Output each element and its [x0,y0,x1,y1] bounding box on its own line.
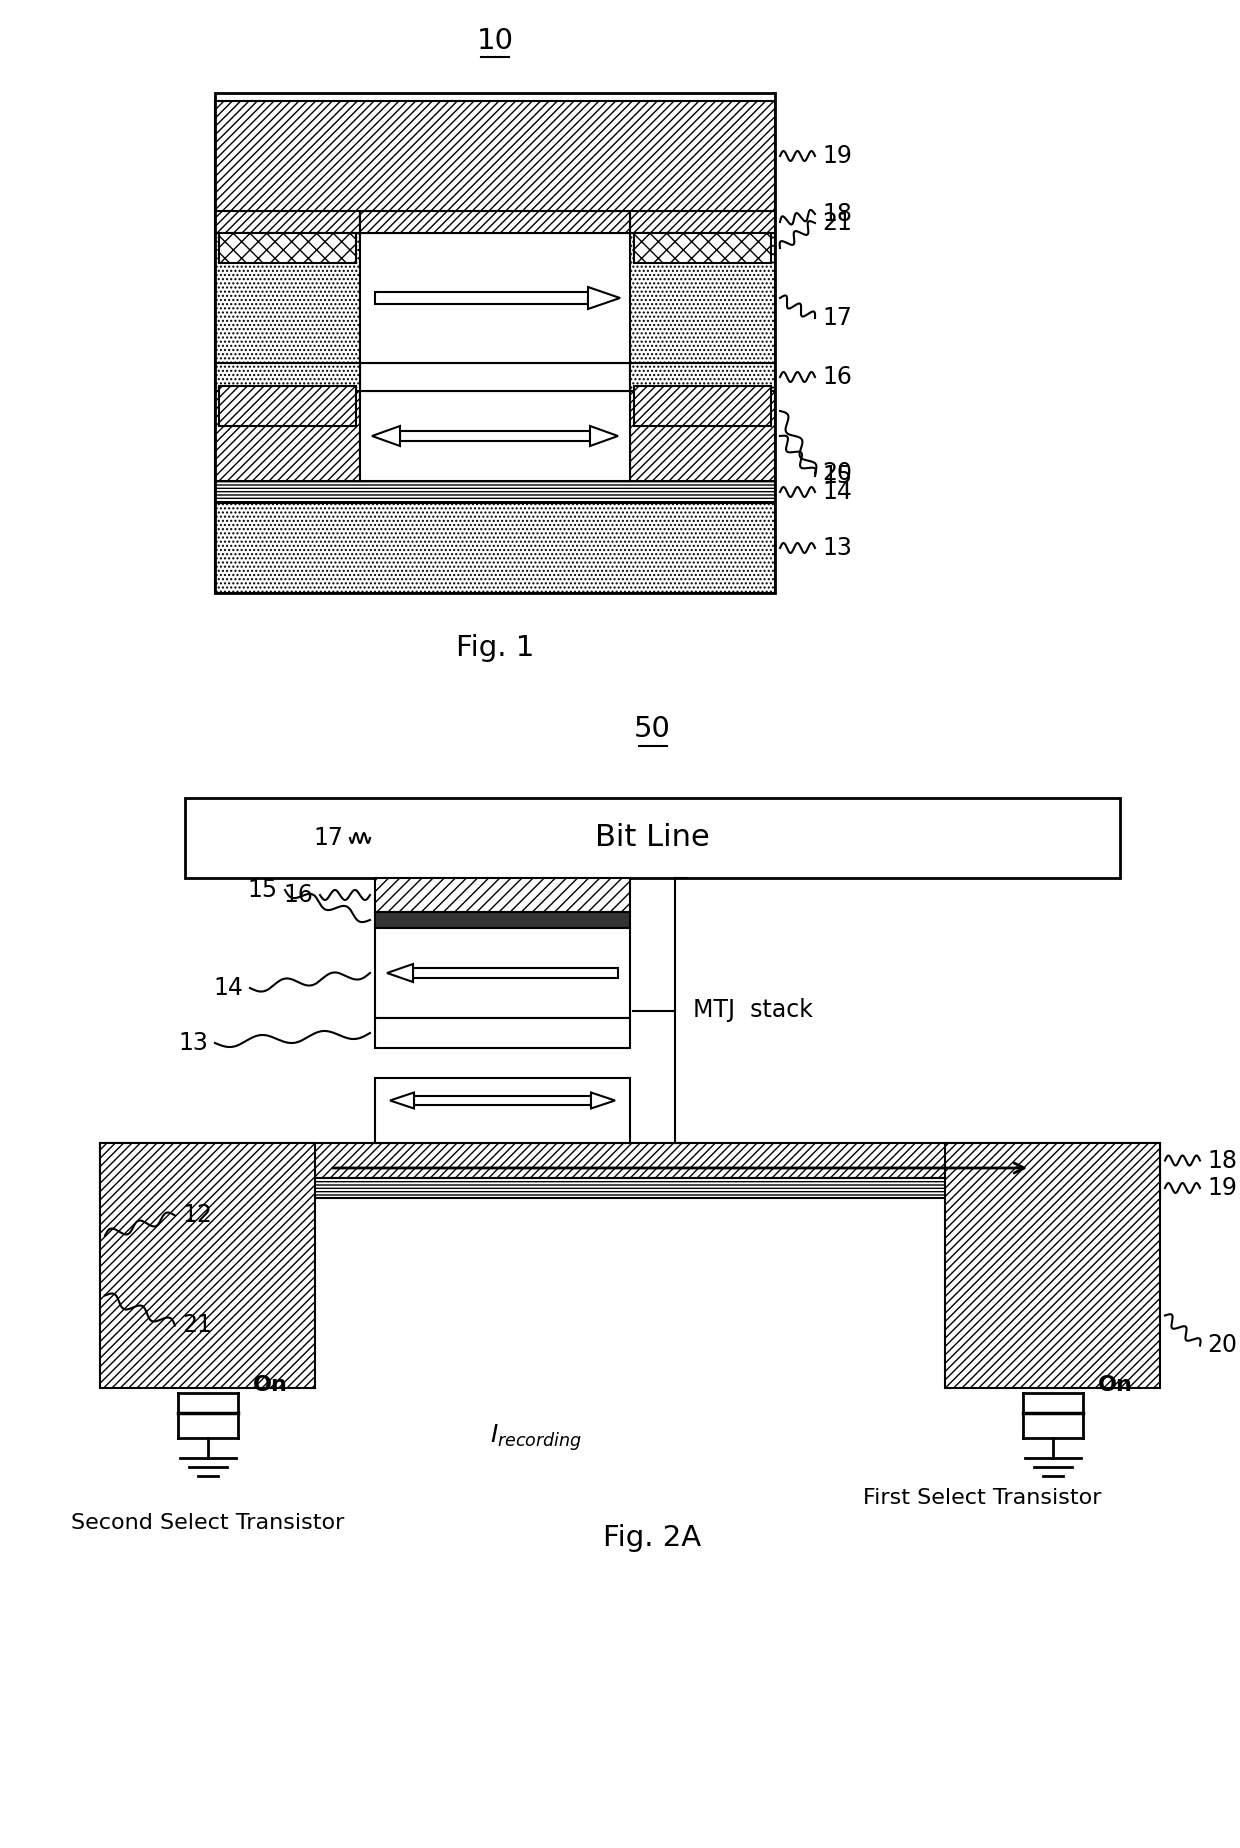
Text: 13: 13 [822,536,852,560]
Text: 18: 18 [822,201,852,225]
Text: Fig. 1: Fig. 1 [456,634,534,662]
Bar [215,233,360,362]
Bar [360,392,630,480]
Text: 50: 50 [634,715,671,743]
Text: 17: 17 [314,826,343,850]
Text: On: On [1097,1375,1132,1395]
Text: 17: 17 [822,307,852,331]
Text: 20: 20 [822,460,852,484]
Text: 14: 14 [822,480,852,505]
Bar [630,362,775,392]
Bar [185,798,1120,878]
Bar [215,92,775,593]
Bar [100,1144,315,1388]
Text: $I_{recording}$: $I_{recording}$ [490,1423,583,1453]
Polygon shape [391,1092,414,1109]
Bar [630,233,775,362]
Bar [215,102,775,211]
Text: MTJ  stack: MTJ stack [693,998,813,1022]
Text: 21: 21 [182,1314,212,1338]
Polygon shape [590,427,618,445]
Bar [630,211,775,233]
Text: 19: 19 [822,144,852,168]
Bar [219,386,356,427]
Bar [374,1018,630,1048]
Text: Fig. 2A: Fig. 2A [604,1525,702,1552]
Text: Bit Line: Bit Line [595,824,709,852]
Text: 10: 10 [476,28,513,55]
Polygon shape [372,427,401,445]
Bar [374,292,588,305]
Bar [215,362,360,392]
Text: 20: 20 [1207,1334,1238,1358]
Bar [215,503,775,593]
Text: First Select Transistor: First Select Transistor [863,1488,1102,1508]
Text: Second Select Transistor: Second Select Transistor [71,1514,345,1534]
Text: 13: 13 [179,1031,208,1055]
Text: 14: 14 [213,976,243,1000]
Bar [413,968,618,978]
Text: On: On [253,1375,288,1395]
Bar [374,878,630,913]
Bar [360,211,630,233]
Text: 18: 18 [1207,1148,1238,1172]
Text: 19: 19 [1207,1175,1236,1199]
Bar [215,392,360,480]
Bar [360,362,630,392]
Bar [414,1096,591,1105]
Bar [634,386,771,427]
Text: 16: 16 [822,366,852,388]
Text: 15: 15 [248,878,278,902]
Bar [374,913,630,928]
Bar [219,233,356,262]
Bar [215,211,360,233]
Bar [401,431,590,442]
Text: 12: 12 [182,1203,212,1227]
Bar [945,1144,1159,1388]
Bar [374,1077,630,1144]
Text: 16: 16 [283,883,312,907]
Bar [100,1177,1159,1198]
Bar [634,233,771,262]
Text: 15: 15 [822,464,852,488]
Polygon shape [387,965,413,981]
Polygon shape [588,286,620,309]
Bar [215,480,775,503]
Text: 21: 21 [822,211,852,235]
Bar [360,233,630,362]
Bar [630,392,775,480]
Bar [374,928,630,1018]
Bar [100,1144,1159,1177]
Polygon shape [591,1092,615,1109]
